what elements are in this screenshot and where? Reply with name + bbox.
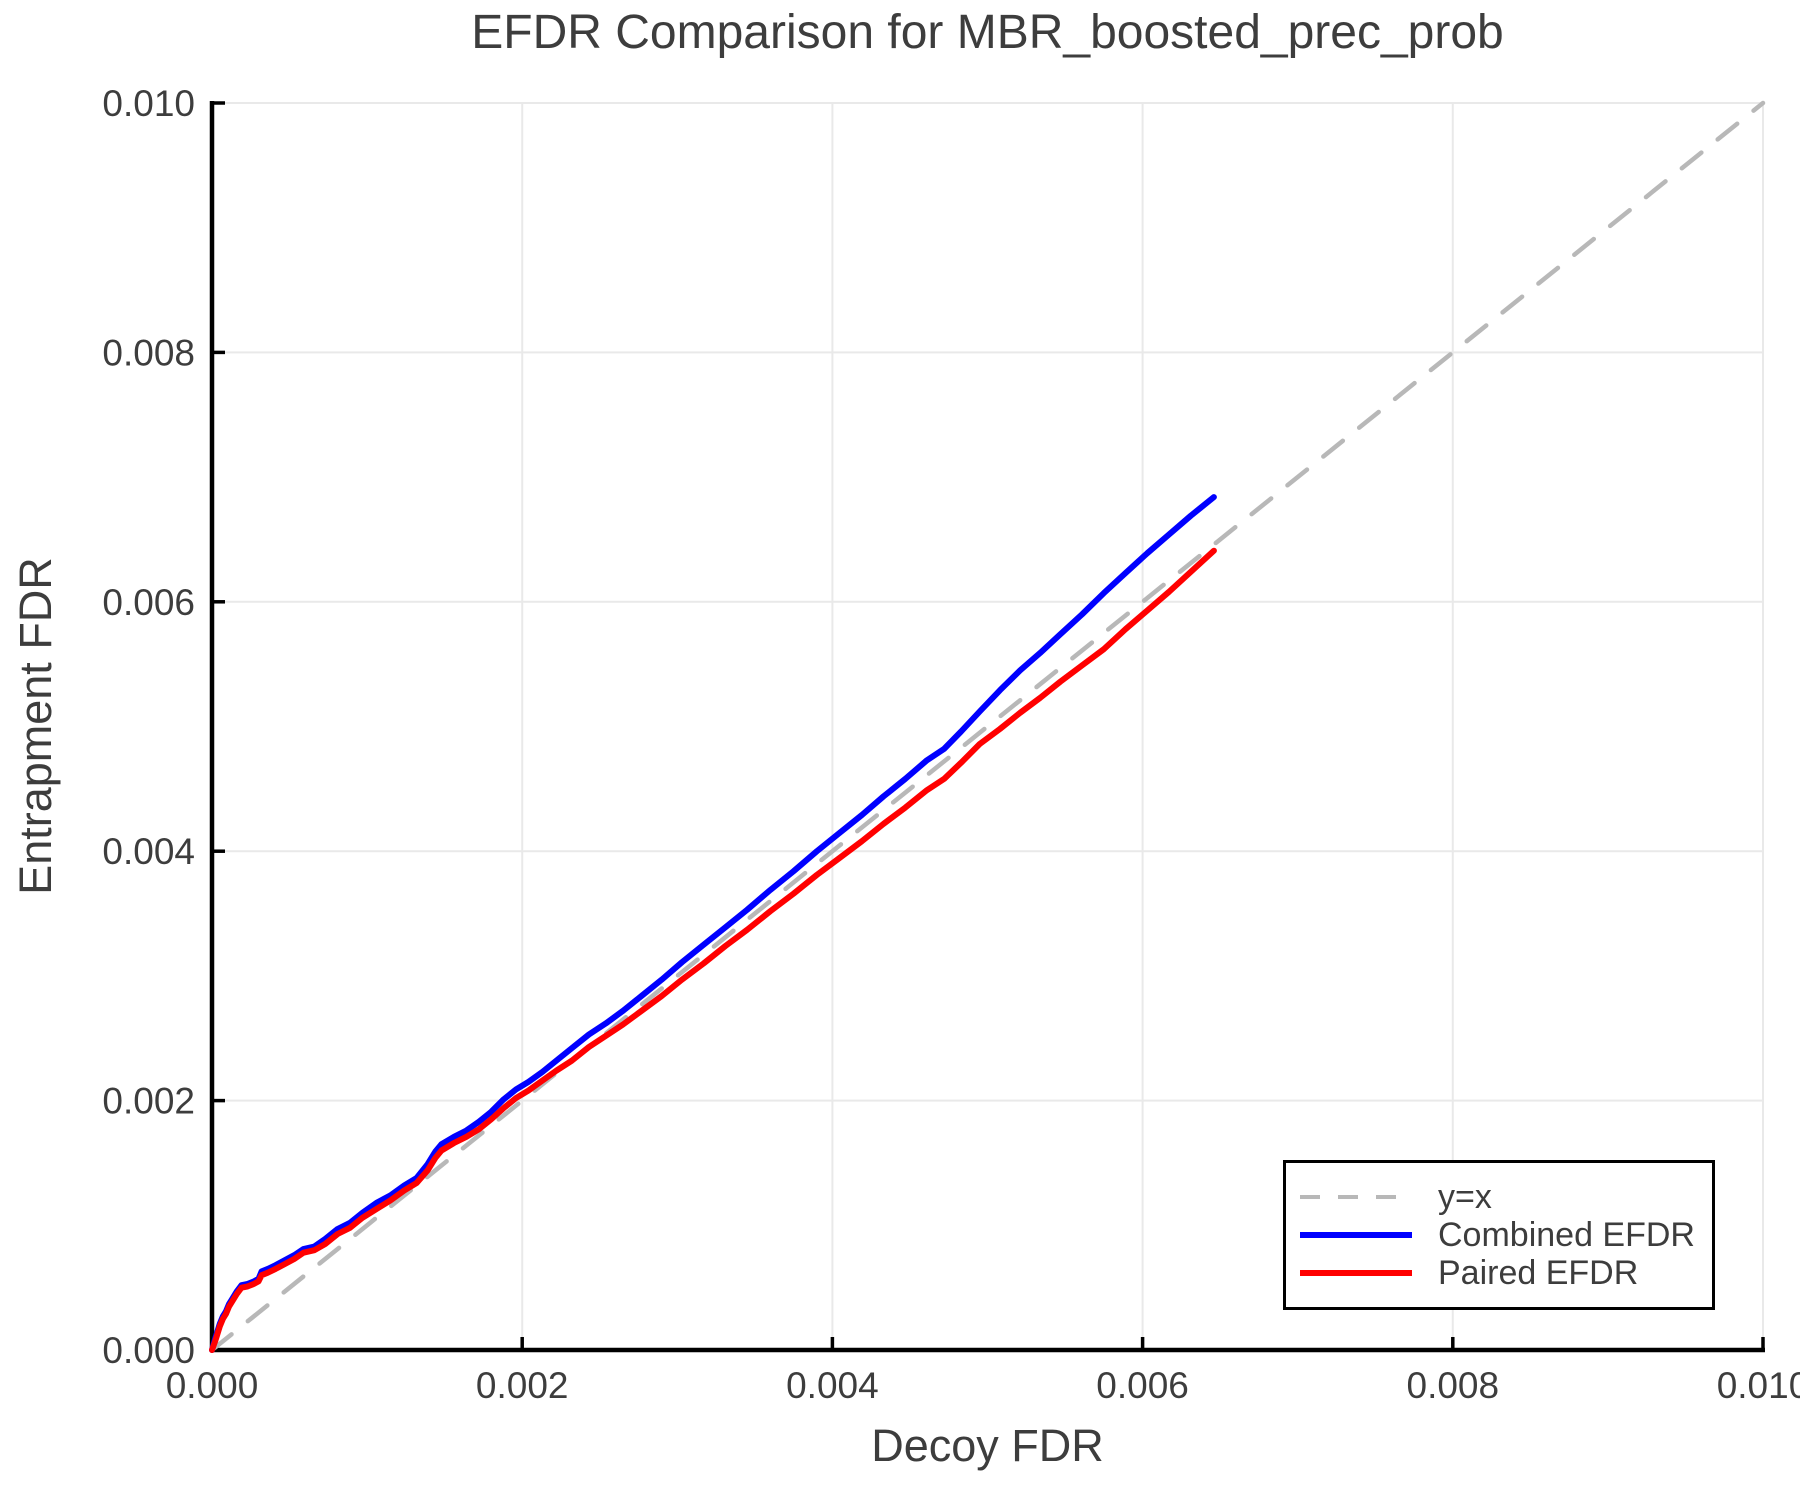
y-tick-label: 0.004 xyxy=(102,831,195,872)
legend-label: Combined EFDR xyxy=(1438,1215,1695,1254)
legend: y=x Combined EFDR Paired EFDR xyxy=(1283,1160,1715,1310)
y-tick-label: 0.002 xyxy=(102,1081,195,1122)
legend-swatch-blue-line xyxy=(1300,1232,1412,1238)
x-tick-label: 0.008 xyxy=(1407,1365,1500,1406)
legend-item-identity-line: y=x xyxy=(1300,1178,1712,1216)
x-tick-label: 0.004 xyxy=(786,1365,879,1406)
series-line-combined-efdr xyxy=(209,494,1217,1353)
series-line-paired-efdr xyxy=(209,547,1217,1353)
x-axis-title: Decoy FDR xyxy=(871,1420,1104,1471)
legend-item-paired-efdr: Paired EFDR xyxy=(1300,1254,1712,1292)
x-tick-label: 0.002 xyxy=(476,1365,569,1406)
legend-swatch-dashed-line xyxy=(1300,1195,1412,1199)
y-tick-label: 0.000 xyxy=(102,1330,195,1371)
x-tick-label: 0.000 xyxy=(166,1365,259,1406)
y-tick-label: 0.010 xyxy=(102,83,195,124)
legend-label: Paired EFDR xyxy=(1438,1253,1639,1292)
y-tick-label: 0.008 xyxy=(102,332,195,373)
series-line-y-x xyxy=(209,100,1766,1353)
y-tick-label: 0.006 xyxy=(102,582,195,623)
x-tick-label: 0.006 xyxy=(1096,1365,1189,1406)
legend-item-combined-efdr: Combined EFDR xyxy=(1300,1216,1712,1254)
legend-label: y=x xyxy=(1438,1177,1492,1216)
x-tick-label: 0.010 xyxy=(1717,1365,1800,1406)
legend-swatch-red-line xyxy=(1300,1270,1412,1276)
chart-title: EFDR Comparison for MBR_boosted_prec_pro… xyxy=(471,6,1504,59)
